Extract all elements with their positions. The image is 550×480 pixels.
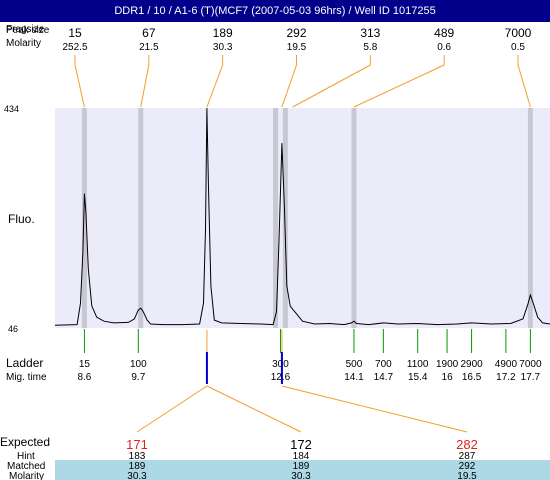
ladder-time-label: 9.7 xyxy=(131,372,145,383)
expected-hint: 287 xyxy=(459,451,476,462)
peak-connector-diagonal xyxy=(353,64,445,108)
peak-size-label: 313 xyxy=(360,26,380,40)
ladder-size-label: 4900 xyxy=(495,359,518,370)
peak-molarity-label: 19.5 xyxy=(287,42,307,53)
ladder-size-label: 1900 xyxy=(436,359,459,370)
expected-molarity: 30.3 xyxy=(127,471,147,480)
peak-molarity-label: 21.5 xyxy=(139,42,159,53)
peak-molarity-label: 0.6 xyxy=(437,42,451,53)
ladder-size-label: 300 xyxy=(272,359,289,370)
ladder-ticks: 15 8.6 100 9.7 300 12.6 500 14.1 700 14.7 1100 15.4… xyxy=(77,329,542,383)
peak-connectors xyxy=(74,55,531,108)
fragsize-label-b: Peak size xyxy=(6,25,50,36)
peak-molarity-label: 5.8 xyxy=(363,42,377,53)
y-tick-max: 434 xyxy=(4,104,19,114)
fragsize-label-a: Fragsize xyxy=(6,24,45,35)
ladder-size-label: 2900 xyxy=(460,359,483,370)
peak-size-label: 15 xyxy=(68,26,82,40)
peak-connector-diagonal xyxy=(74,64,85,108)
matched-label: Matched xyxy=(7,461,45,472)
peak-size-label: 189 xyxy=(213,26,233,40)
marker-band xyxy=(527,108,533,328)
mig-time-label: Mig. time xyxy=(6,372,47,383)
peak-size-label: 292 xyxy=(286,26,306,40)
ladder-size-label: 700 xyxy=(375,359,392,370)
hint-label: Hint xyxy=(17,451,35,462)
peak-molarity-label: 252.5 xyxy=(62,42,87,53)
expected-hint: 183 xyxy=(129,451,146,462)
expected-matched: 292 xyxy=(459,461,476,472)
peak-connector-diagonal xyxy=(206,64,224,108)
plot-area xyxy=(55,108,550,328)
marker-band xyxy=(273,108,279,328)
ladder-time-label: 14.1 xyxy=(344,372,364,383)
expected-molarity: 19.5 xyxy=(457,471,477,480)
expected-matched: 189 xyxy=(293,461,310,472)
ladder-size-label: 1100 xyxy=(407,359,429,370)
peak-molarity-label: 0.5 xyxy=(511,42,525,53)
expected-molarity: 30.3 xyxy=(291,471,311,480)
expected-target: 172 xyxy=(290,437,312,452)
peak-size-label: 7000 xyxy=(505,26,532,40)
marker-band xyxy=(351,108,357,328)
peak-connector-diagonal xyxy=(517,64,531,108)
ladder-time-label: 16.5 xyxy=(462,372,482,383)
ladder-time-label: 16 xyxy=(442,372,454,383)
peak-size-label: 67 xyxy=(142,26,156,40)
ladder-time-label: 14.7 xyxy=(374,372,394,383)
window-title: DDR1 / 10 / A1-6 (T)(MCF7 (2007-05-03 96… xyxy=(0,0,550,22)
ladder-time-label: 15.4 xyxy=(408,372,428,383)
marker-band xyxy=(81,108,87,328)
matched-molarity-highlight xyxy=(55,460,550,480)
y-tick-min: 46 xyxy=(8,324,18,334)
marker-band xyxy=(138,108,144,328)
ladder-size-label: 15 xyxy=(79,359,91,370)
ladder-time-label: 12.6 xyxy=(271,372,291,383)
peak-molarity-label: 30.3 xyxy=(213,42,233,53)
molarity-row-label: Molarity xyxy=(9,471,44,480)
expected-label: Expected xyxy=(0,435,50,449)
expected-hint: 184 xyxy=(293,451,310,462)
expected-matched: 189 xyxy=(129,461,146,472)
ladder-time-label: 17.2 xyxy=(496,372,516,383)
ladder-label: Ladder xyxy=(6,356,43,370)
peak-size-label: 489 xyxy=(434,26,454,40)
ladder-size-label: 7000 xyxy=(519,359,542,370)
fluorescence-trace xyxy=(54,107,550,326)
ladder-marker-bands xyxy=(81,108,533,328)
peak-connector-diagonal xyxy=(140,64,150,108)
ladder-size-label: 100 xyxy=(130,359,147,370)
molarity-label: Molarity xyxy=(6,38,41,49)
expected-target: 282 xyxy=(456,437,478,452)
expected-connector xyxy=(136,385,208,433)
y-axis-label: Fluo. xyxy=(8,212,35,226)
expected-target: 171 xyxy=(126,437,148,452)
ladder-time-label: 8.6 xyxy=(77,372,91,383)
peak-connector-diagonal xyxy=(281,64,297,108)
ladder-time-label: 17.7 xyxy=(521,372,541,383)
ladder-size-label: 500 xyxy=(346,359,363,370)
peak-connector-diagonal xyxy=(292,64,371,108)
peak-labels: 15 252.5 67 21.5 189 30.3 292 19.5 313 5.8 489 0.6 7… xyxy=(62,26,531,53)
expected-connector xyxy=(206,385,302,433)
marker-band xyxy=(282,108,288,328)
expected-connector xyxy=(281,385,468,433)
expected-connectors xyxy=(136,330,468,433)
